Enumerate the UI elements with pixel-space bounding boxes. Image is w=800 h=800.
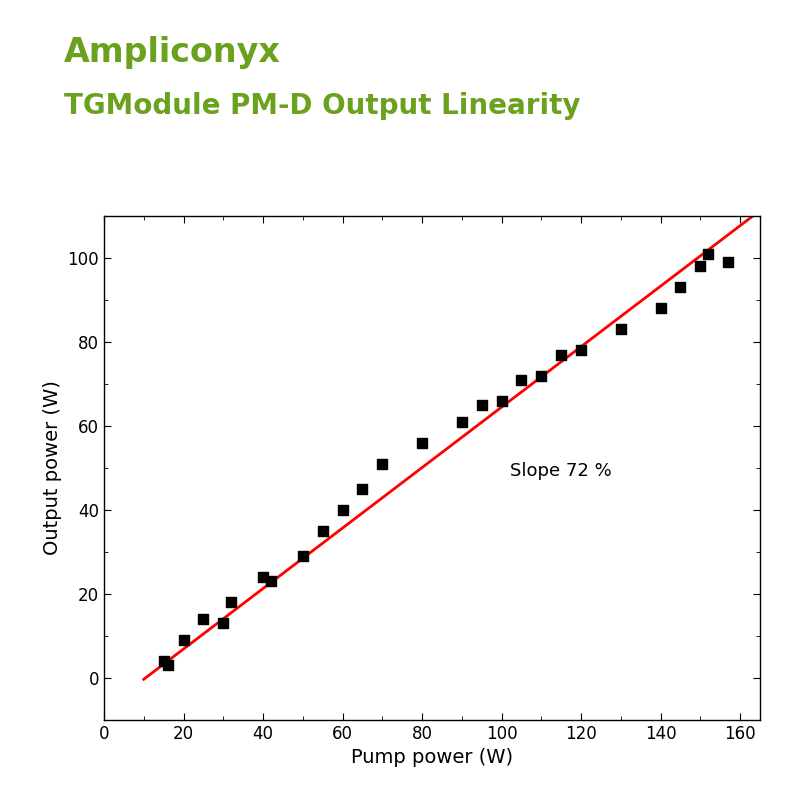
Point [416, 436, 429, 449]
Point [614, 323, 627, 336]
Point [316, 525, 329, 538]
Point [515, 374, 528, 386]
Point [702, 247, 714, 260]
Point [555, 348, 568, 361]
Point [574, 344, 587, 357]
Point [495, 394, 508, 407]
Point [158, 654, 170, 667]
Point [265, 575, 278, 588]
Point [475, 398, 488, 411]
Point [257, 571, 270, 584]
Point [376, 458, 389, 470]
Y-axis label: Output power (W): Output power (W) [43, 381, 62, 555]
Point [217, 617, 230, 630]
Point [162, 659, 174, 672]
Point [535, 369, 548, 382]
Point [197, 613, 210, 626]
Point [356, 482, 369, 495]
Point [336, 504, 349, 517]
Point [296, 550, 309, 562]
Point [674, 281, 687, 294]
Point [654, 302, 667, 314]
Point [722, 256, 734, 269]
Text: TGModule PM-D Output Linearity: TGModule PM-D Output Linearity [64, 92, 581, 120]
X-axis label: Pump power (W): Pump power (W) [351, 749, 513, 767]
Text: Ampliconyx: Ampliconyx [64, 36, 281, 69]
Point [225, 596, 238, 609]
Text: Slope 72 %: Slope 72 % [510, 462, 611, 480]
Point [694, 260, 706, 273]
Point [455, 415, 468, 428]
Point [177, 634, 190, 646]
